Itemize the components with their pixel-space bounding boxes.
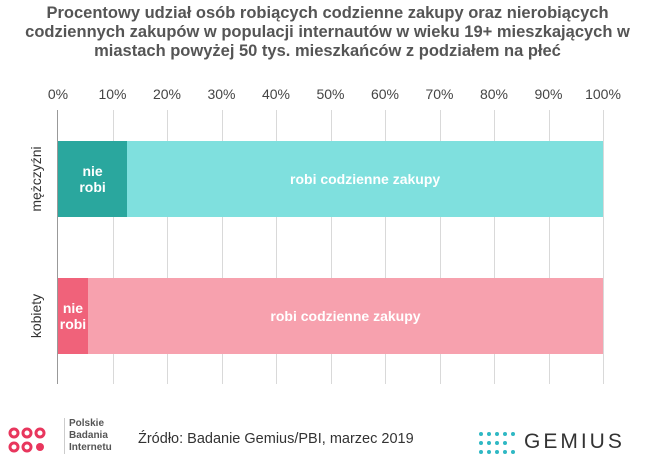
- x-tick-label: 20%: [152, 86, 182, 102]
- grid-line: [167, 110, 168, 384]
- x-tick-label: 100%: [585, 86, 621, 102]
- x-tick-label: 80%: [479, 86, 509, 102]
- category-label: mężczyźni: [28, 145, 44, 212]
- segment-label: robi codzienne zakupy: [270, 307, 421, 324]
- grid-line: [112, 110, 114, 384]
- bar: nie robi: [58, 277, 88, 354]
- bar: nie robi: [58, 140, 128, 217]
- pbi-logo-text: Polskie: [69, 418, 105, 429]
- x-tick-label: 0%: [47, 86, 69, 102]
- segment-label: robi codzienne zakupy: [290, 170, 441, 187]
- pbi-logo-text: Internetu: [69, 442, 112, 453]
- grid-line: [494, 110, 495, 384]
- pbi-dots: [8, 427, 46, 453]
- x-tick-label: 50%: [316, 86, 345, 102]
- x-tick-label: 30%: [207, 86, 236, 102]
- x-tick-label: 70%: [425, 86, 454, 102]
- x-tick-label: 90%: [534, 86, 563, 102]
- x-tick-label: 40%: [261, 86, 291, 102]
- segment-label: nie robi: [59, 299, 87, 332]
- bar: robi codzienne zakupy: [87, 277, 603, 354]
- grid-line: [385, 110, 386, 384]
- grid-line: [276, 110, 277, 384]
- segment-label: nie robi: [79, 162, 106, 195]
- pbi-logo-text: Badania: [69, 430, 108, 441]
- category-label: kobiety: [28, 293, 44, 338]
- source: Źródło: Badanie Gemius/PBI, marzec 2019: [138, 431, 414, 447]
- pbi-logo: Polskie Badania Internetu: [64, 418, 112, 454]
- grid-line: [439, 110, 441, 384]
- grid-line: [221, 110, 223, 384]
- x-tick-label: 10%: [98, 86, 127, 102]
- grid-line: [603, 110, 604, 384]
- x-tick-label: 60%: [370, 86, 400, 102]
- chart-title: Procentowy udział osób robiących codzien…: [25, 4, 630, 60]
- grid-line: [548, 110, 550, 384]
- grid-line: [330, 110, 332, 384]
- gemius-logo: GEMIUS: [524, 430, 625, 453]
- bar: robi codzienne zakupy: [127, 140, 603, 217]
- gemius-dots: [479, 432, 515, 454]
- axis-line: [57, 110, 58, 384]
